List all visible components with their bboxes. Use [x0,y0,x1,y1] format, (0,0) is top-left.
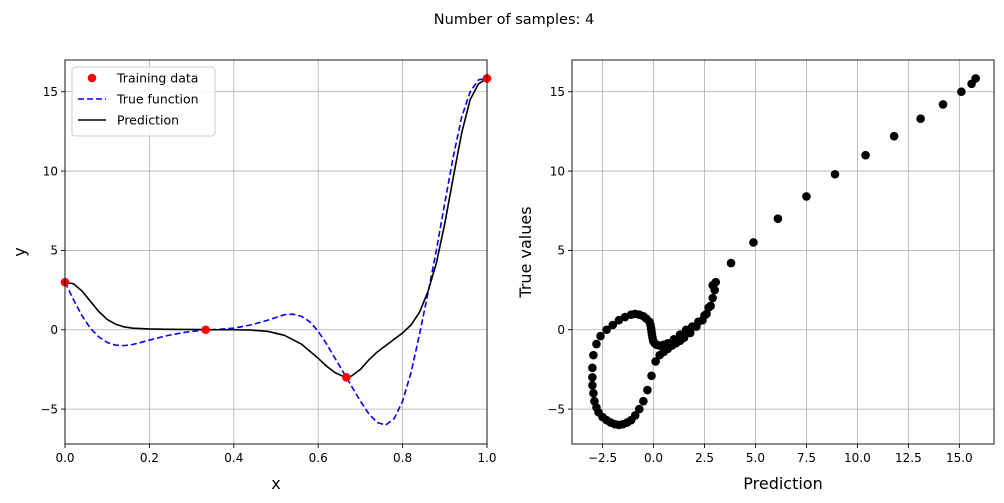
right-series-0-point-79 [971,74,980,83]
right-x-tick-label-2: 2.5 [695,451,714,465]
left-training-data-point-2 [342,373,351,382]
right-series-0-point-64 [596,331,605,341]
right-series-0-point-63 [602,325,611,335]
right-series-0-point-72 [830,169,840,179]
right-series-0-point-2 [589,388,598,398]
right-y-tick-label-3: 10 [550,164,565,178]
right-series-0-point-17 [643,385,652,395]
right-series-0-point-68 [726,258,736,268]
left-chart: 0.0 0.2 0.4 0.6 0.8 1.0 −5 0 5 10 15 x y Training dat… [10,59,497,493]
left-plot-area [65,77,487,426]
figure-suptitle: Number of samples: 4 [434,12,594,28]
right-series-0-point-40 [681,325,691,335]
right-series-0-point-62 [608,320,618,330]
right-series-0-point-18 [647,371,656,381]
left-x-tick-label-0: 0.0 [55,451,74,465]
left-x-tick-label-5: 1.0 [477,451,496,465]
right-series-0-point-65 [592,339,601,349]
right-series-0-point-36 [704,303,713,312]
left-x-axis-label: x [271,474,280,493]
left-y-axis-label: y [10,247,29,256]
right-chart: −2.5 0.0 2.5 5.0 7.5 10.0 12.5 15.0 −5 0 5 10 15 Pred… [516,59,995,493]
right-x-tick-label-1: 0.0 [644,451,663,465]
left-axes-frame [64,59,488,445]
left-legend-marker-training-data [87,73,97,83]
left-y-tick-label-4: 15 [43,85,58,99]
left-legend-label-true-function: True function [116,92,199,107]
right-x-tick-label-3: 5.0 [746,451,765,465]
right-series-0-point-67 [588,363,597,373]
right-y-tick-label-2: 5 [557,244,565,258]
left-legend: Training data True function Prediction [71,66,216,137]
right-series-0-point-38 [694,317,703,327]
right-x-tick-label-6: 12.5 [895,451,922,465]
right-series-0-point-74 [889,131,899,141]
right-series-0-point-76 [938,100,948,109]
right-y-tick-label-4: 15 [550,85,565,99]
right-series-0-point-14 [630,411,640,420]
right-x-tick-label-7: 15.0 [946,451,973,465]
right-series-0-point-73 [861,150,870,160]
left-y-tick-label-1: 0 [50,323,58,337]
right-y-axis-label: True values [516,206,535,298]
right-series-0-point-15 [634,404,644,414]
right-x-axis-label: Prediction [743,474,822,493]
left-x-tick-label-4: 0.8 [393,451,412,465]
right-series-0-point-70 [773,214,783,223]
left-legend-label-training-data: Training data [116,71,198,86]
right-series-0-point-77 [957,87,966,97]
left-series-prediction-line [65,77,487,379]
right-series-0-point-16 [639,396,648,406]
right-series-0-point-41 [675,330,685,339]
right-series-0-point-37 [700,311,709,320]
right-series-0-point-66 [589,350,598,360]
right-x-tick-label-4: 7.5 [797,451,816,465]
right-x-tick-label-5: 10.0 [844,451,871,465]
right-series-0-point-75 [916,114,925,124]
right-series-0-point-32 [708,293,717,303]
left-x-tick-label-2: 0.4 [224,451,243,465]
left-legend-box [71,66,216,137]
right-series-0-point-1 [588,380,597,390]
right-series-0-point-71 [802,192,811,201]
right-x-tick-label-0: −2.5 [588,451,617,465]
right-axes-frame [571,59,995,445]
right-series-0-point-42 [669,334,679,344]
right-series-0-point-61 [614,315,624,325]
left-legend-label-prediction: Prediction [117,113,179,128]
left-y-tick-label-0: −5 [40,402,58,416]
right-series-0-point-35 [708,281,717,290]
left-x-tick-label-3: 0.6 [309,451,328,465]
left-y-tick-label-2: 5 [50,244,58,258]
right-series-0-point-0 [588,373,597,382]
left-x-tick-label-1: 0.2 [140,451,159,465]
right-series-0-point-19 [651,357,660,366]
right-series-0-point-69 [749,238,758,247]
left-y-tick-label-3: 10 [43,164,58,178]
right-y-tick-label-1: 0 [557,323,565,337]
right-y-tick-label-0: −5 [547,402,565,416]
left-training-data-point-1 [201,325,210,335]
